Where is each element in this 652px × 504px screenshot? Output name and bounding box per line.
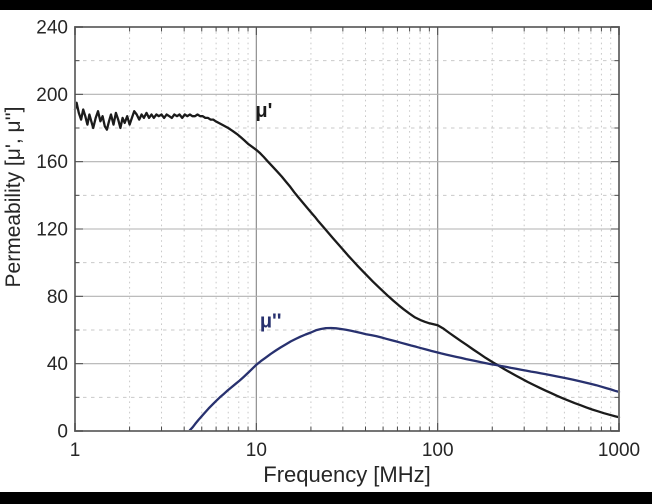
series-label-mu-prime: μ' [255, 100, 272, 122]
series-inline-labels: μ' μ'' [255, 100, 281, 332]
minor-grid-lines [75, 27, 619, 431]
y-tick-label: 200 [36, 85, 68, 106]
axis-tick-labels: 1 10 100 1000 0 40 80 120 160 200 240 [36, 18, 640, 462]
y-tick-label: 80 [47, 287, 68, 308]
major-grid-lines [75, 27, 619, 431]
x-tick-label: 10 [246, 440, 267, 461]
top-black-bar [0, 0, 652, 10]
x-tick-label: 1 [70, 440, 81, 461]
series-curve-mu-double-prime [188, 326, 621, 432]
y-tick-label: 160 [36, 152, 68, 173]
data-curves [73, 101, 621, 432]
y-axis-title: Permeability [μ', μ''] [2, 107, 25, 288]
x-tick-label: 100 [422, 440, 454, 461]
series-label-mu-double-prime: μ'' [260, 311, 282, 333]
y-tick-label: 40 [47, 354, 68, 375]
x-tick-label: 1000 [598, 440, 640, 461]
y-tick-label: 120 [36, 220, 68, 241]
series-curve-mu-prime [73, 101, 621, 419]
y-tick-label: 0 [57, 422, 68, 443]
y-tick-label: 240 [36, 18, 68, 39]
x-axis-title: Frequency [MHz] [263, 462, 431, 487]
axis-ticks [74, 26, 620, 432]
bottom-black-bar [0, 492, 652, 504]
